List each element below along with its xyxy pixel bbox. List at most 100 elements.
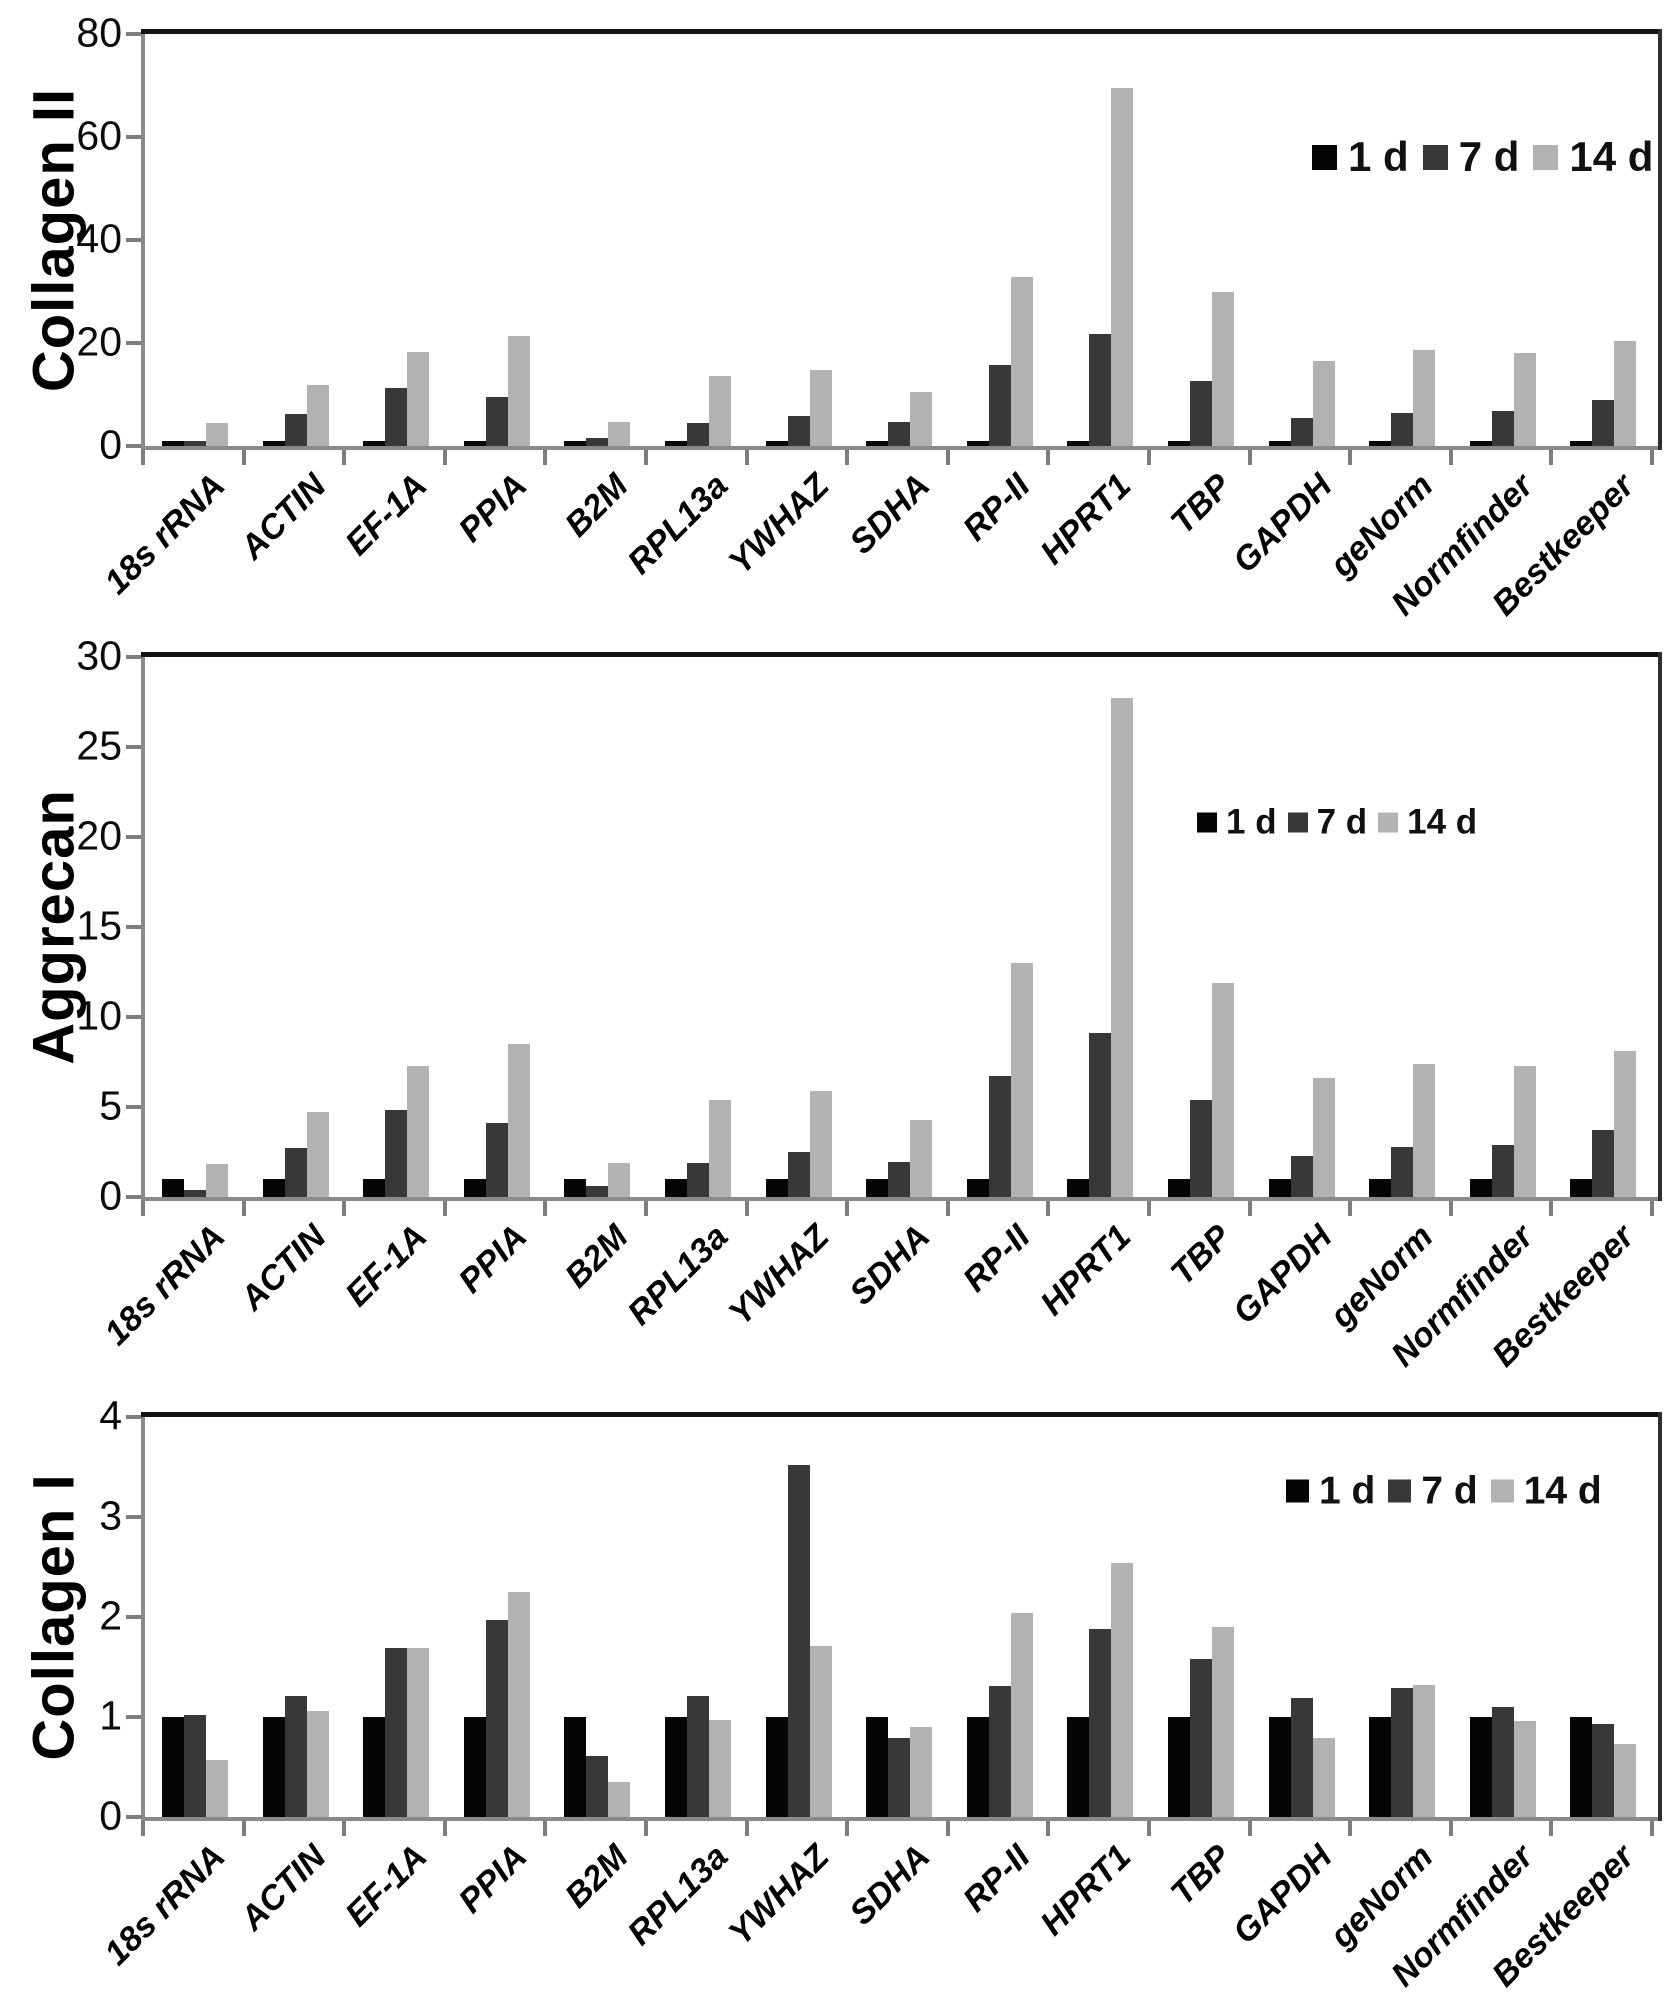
bar-1d [564,1717,587,1817]
x-tick-mark [1650,450,1654,465]
x-category-label: ACTIN [233,1837,334,1938]
bar-1d [1168,1717,1190,1817]
bar-1d [1067,1179,1090,1197]
legend-item: 14 d [1378,805,1477,840]
bar-14d [1513,352,1536,446]
bar-7d [485,1123,508,1197]
bar-7d [1592,1130,1615,1197]
bar-14d [1212,982,1234,1197]
bar-1d [1469,440,1492,446]
bar-1d [363,440,386,446]
bar-14d [809,1090,832,1197]
bar-14d [1111,1563,1134,1817]
bar-1d [765,1179,788,1197]
legend: 1 d 7 d 14 d [1286,1472,1602,1511]
plot-right-border [1658,652,1662,1201]
plot-top-border [141,1412,1662,1417]
x-tick-mark [945,1201,950,1216]
bar-7d [1491,1707,1514,1817]
x-tick-mark [1448,450,1453,465]
bar-14d [1513,1065,1536,1197]
bar-14d [507,1592,530,1817]
legend-swatch-1d [1197,812,1217,832]
x-tick-mark [141,1201,145,1216]
x-tick-mark [241,1201,246,1216]
x-category-label: RP-II [955,1837,1038,1920]
bar-7d [184,1189,206,1197]
legend: 1 d 7 d 14 d [1197,805,1477,840]
legend-label: 7 d [1458,133,1520,180]
bar-7d [988,1076,1011,1197]
x-tick-mark [141,1821,145,1836]
y-tick-label: 25 [76,722,122,769]
x-tick-mark [141,450,145,465]
legend-item: 7 d [1287,805,1367,840]
bar-1d [866,1717,889,1817]
legend-label: 1 d [1348,133,1409,180]
x-category-label: HPRT1 [1032,1837,1139,1943]
x-tick-mark [1046,1201,1051,1216]
bar-14d [809,370,832,446]
bar-14d [1212,291,1234,446]
bar-14d [507,336,530,446]
y-tick-label: 3 [99,1492,122,1539]
bar-14d [1111,88,1134,446]
plot-top-border [141,29,1662,34]
bar-14d [1010,277,1033,446]
bar-7d [586,1756,609,1817]
y-tick-label: 20 [76,318,122,365]
bar-1d [1268,1179,1291,1197]
y-tick-mark [126,1815,141,1819]
bar-7d [1491,411,1514,446]
bar-7d [184,1715,206,1817]
x-tick-mark [1147,1201,1151,1216]
x-tick-mark [342,1821,347,1836]
bar-14d [1010,1613,1033,1817]
x-tick-mark [1650,1821,1654,1836]
bar-1d [1268,1717,1291,1817]
bar-7d [1089,1629,1112,1817]
bar-7d [988,365,1011,446]
bar-14d [608,1162,631,1197]
plot-right-border [1658,29,1662,450]
y-tick-mark [126,1015,141,1019]
bar-1d [363,1717,386,1817]
x-tick-mark [342,450,347,465]
bar-14d [910,392,933,446]
x-category-label: B2M [557,1837,636,1916]
x-tick-mark [241,450,246,465]
bar-14d [306,385,329,446]
bar-7d [687,1696,709,1817]
x-tick-mark [442,1821,447,1836]
bar-7d [1190,1099,1212,1197]
y-tick-mark [126,444,141,448]
legend-label: 1 d [1319,1469,1376,1513]
bar-14d [809,1646,832,1817]
bar-14d [709,1099,731,1197]
bar-14d [1513,1721,1536,1817]
y-tick-mark [126,745,141,749]
bar-7d [787,1465,810,1817]
y-tick-mark [126,1195,141,1199]
bar-7d [485,397,508,446]
bar-7d [485,1620,508,1817]
x-category-label: YWHAZ [721,1837,837,1953]
bar-1d [1168,1179,1190,1197]
bar-14d [1614,1051,1637,1197]
legend-label: 14 d [1523,1469,1602,1513]
bar-1d [1570,440,1593,446]
x-category-label: GAPDH [1225,1837,1340,1952]
bar-1d [1369,440,1392,446]
legend-swatch-14d [1490,1479,1514,1503]
bar-7d [184,441,206,446]
bar-1d [665,1717,687,1817]
legend-item: 1 d [1312,136,1409,178]
y-tick-label: 0 [99,1172,122,1219]
bar-1d [966,1179,989,1197]
bar-1d [363,1179,386,1197]
x-category-label: SDHA [842,1837,938,1933]
y-tick-mark [126,835,141,839]
bar-7d [1391,412,1414,446]
x-category-label: TBP [1163,1837,1239,1913]
x-tick-mark [1046,450,1051,465]
